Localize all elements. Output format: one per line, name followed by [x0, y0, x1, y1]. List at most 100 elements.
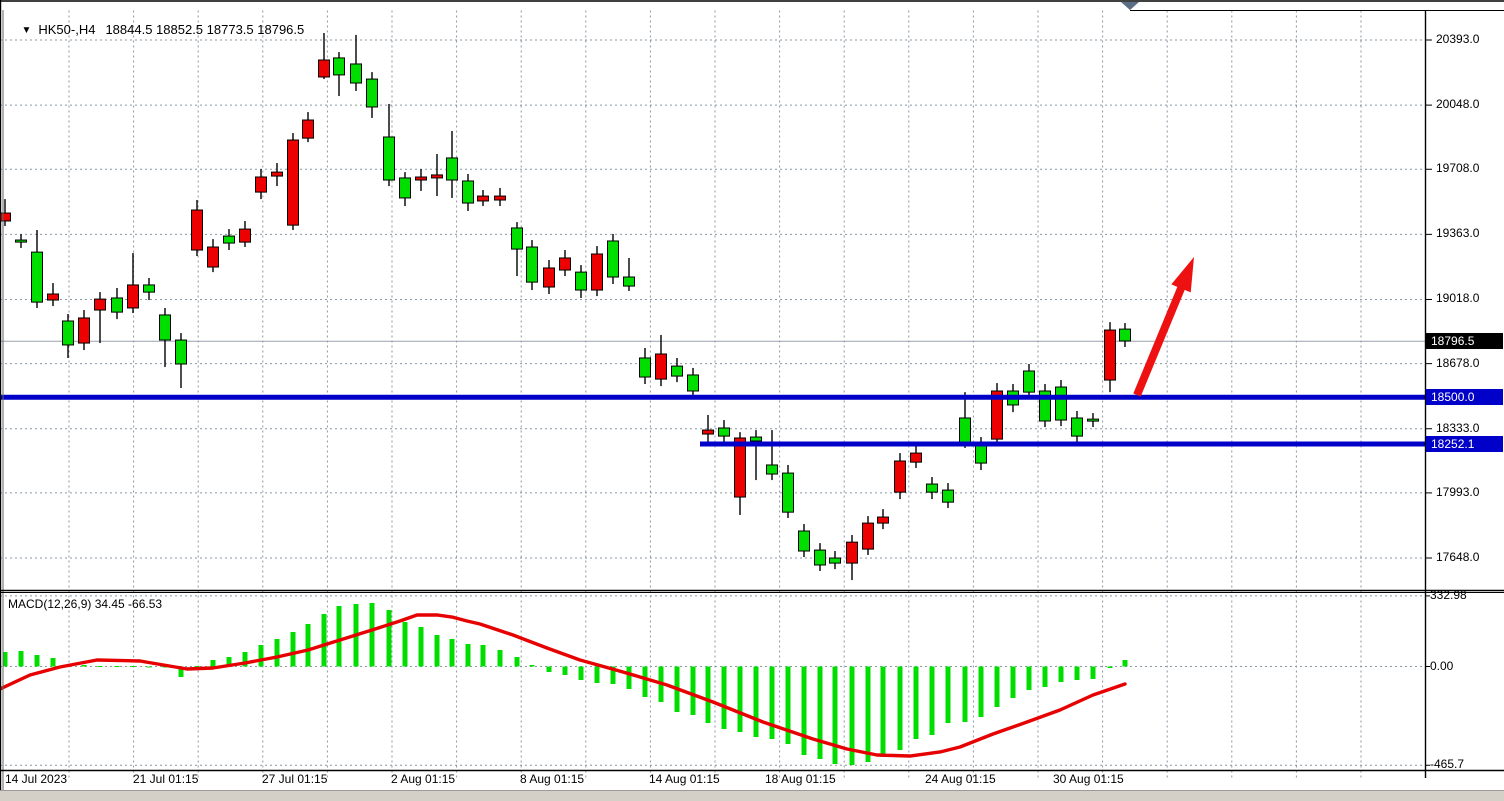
candle-body	[47, 293, 59, 301]
macd-signal-line	[0, 613, 1127, 758]
candle-body	[814, 549, 826, 566]
candle-body	[543, 267, 555, 288]
macd-histogram-bar	[849, 666, 855, 765]
macd-histogram-bar	[562, 666, 568, 676]
macd-histogram-bar	[529, 664, 535, 667]
time-axis-tick-label: 30 Aug 01:15	[1053, 772, 1124, 786]
macd-histogram-bar	[2, 651, 8, 667]
trend-arrow-head	[1171, 257, 1194, 293]
indicator-axis-tick-label: 0.00	[1430, 658, 1454, 673]
price-axis-tick-label: 20048.0	[1436, 97, 1480, 112]
time-axis-tick-label: 14 Aug 01:15	[649, 772, 720, 786]
candle-body	[687, 374, 699, 392]
candle-body	[446, 157, 458, 181]
candle-body	[942, 489, 954, 503]
symbol-title: ▼ HK50-,H4 18844.5 18852.5 18773.5 18796.5	[7, 7, 304, 52]
candle-body	[894, 460, 906, 493]
candle-body	[318, 59, 330, 78]
macd-histogram-bar	[1090, 666, 1096, 680]
candle-body	[926, 483, 938, 493]
macd-histogram-bar	[865, 666, 871, 763]
macd-histogram-bar	[162, 666, 168, 668]
candle-body	[655, 353, 667, 380]
time-axis-tick-label: 14 Jul 2023	[5, 772, 68, 786]
macd-histogram-bar	[81, 664, 87, 667]
macd-histogram-bar	[465, 644, 471, 667]
macd-histogram-bar	[18, 650, 24, 667]
candle-body	[639, 357, 651, 378]
candle-body	[591, 253, 603, 291]
macd-histogram-bar	[1122, 659, 1128, 667]
candle-body	[623, 276, 635, 287]
macd-histogram-bar	[402, 621, 408, 667]
macd-histogram-bar	[194, 665, 200, 667]
candle-body	[798, 530, 810, 552]
macd-histogram-bar	[369, 602, 375, 667]
candle-body	[287, 139, 299, 226]
indicator-label: MACD(12,26,9) 34.45 -66.53	[8, 597, 163, 611]
candle-body	[477, 195, 489, 202]
macd-histogram-bar	[226, 657, 232, 667]
time-axis-tick-label: 8 Aug 01:15	[520, 772, 585, 786]
price-axis-tick-label: 17993.0	[1436, 484, 1480, 499]
macd-histogram-bar	[1042, 666, 1048, 688]
macd-histogram-bar	[801, 666, 807, 756]
macd-histogram-bar	[626, 666, 632, 689]
candle-body	[877, 516, 889, 524]
macd-histogram-bar	[769, 666, 775, 739]
candle-body	[702, 429, 714, 435]
candle-body	[191, 209, 203, 251]
candle-body	[975, 443, 987, 464]
candle-body	[607, 240, 619, 278]
macd-histogram-bar	[913, 666, 919, 739]
candle-body	[462, 180, 474, 204]
macd-histogram-bar	[994, 666, 1000, 708]
time-axis-tick-label: 24 Aug 01:15	[925, 772, 996, 786]
macd-histogram-bar	[34, 655, 40, 667]
price-axis-tick-label: 19708.0	[1436, 161, 1480, 176]
candle-body	[559, 257, 571, 271]
candle-body	[0, 212, 11, 222]
macd-histogram-bar	[274, 638, 280, 667]
time-axis-tick-label: 18 Aug 01:15	[765, 772, 836, 786]
candle-body	[1104, 329, 1116, 381]
scroll-position-marker-icon[interactable]	[1121, 2, 1139, 10]
macd-histogram-bar	[945, 666, 951, 724]
macd-histogram-bar	[1058, 666, 1064, 683]
macd-histogram-bar	[785, 666, 791, 745]
candle-body	[1055, 386, 1067, 421]
macd-histogram-bar	[114, 665, 120, 667]
macd-histogram-bar	[434, 634, 440, 667]
macd-histogram-bar	[721, 666, 727, 730]
time-axis-tick-label: 21 Jul 01:15	[133, 772, 199, 786]
candle-body	[271, 171, 283, 177]
candle-body	[175, 339, 187, 365]
candle-body	[846, 541, 858, 564]
candle-body	[766, 464, 778, 475]
symbol-dropdown-icon[interactable]: ▼	[21, 25, 32, 36]
level-price-tag: 18252.1	[1426, 436, 1503, 452]
candle-body	[862, 522, 874, 550]
candle-body	[959, 417, 971, 443]
macd-histogram-bar	[897, 666, 903, 751]
candle-body	[910, 452, 922, 463]
level-price-tag: 18500.0	[1426, 389, 1503, 406]
macd-histogram-bar	[242, 651, 248, 667]
candle-body	[671, 365, 683, 377]
macd-histogram-bar	[817, 666, 823, 759]
candle-body	[494, 195, 506, 201]
candle-body	[1119, 328, 1131, 342]
price-axis-tick-label: 20393.0	[1436, 32, 1480, 46]
price-axis-tick-label: 17648.0	[1436, 550, 1480, 564]
candle-body	[111, 297, 123, 313]
candle-body	[383, 136, 395, 181]
candle-body	[415, 176, 427, 181]
symbol-name: HK50-,H4	[38, 22, 96, 37]
price-axis-tick-label: 19018.0	[1436, 291, 1480, 306]
macd-histogram-bar	[321, 613, 327, 667]
current-price-tag: 18796.5	[1426, 333, 1503, 350]
macd-histogram-bar	[290, 632, 296, 667]
candle-body	[239, 228, 251, 243]
